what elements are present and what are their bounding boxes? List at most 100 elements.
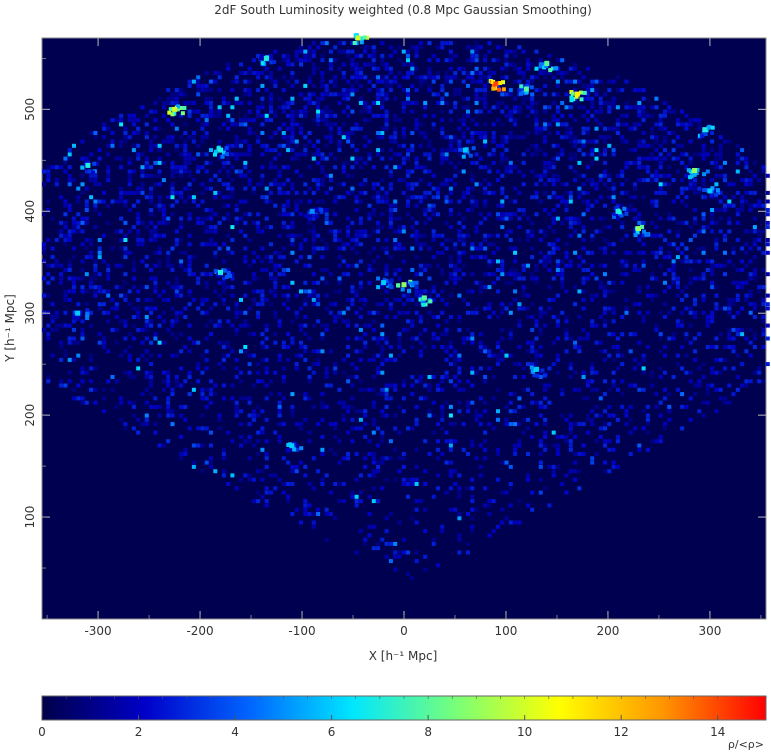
density-pixel [80, 216, 85, 221]
density-pixel [93, 203, 98, 208]
density-pixel [239, 370, 243, 375]
density-pixel [534, 323, 539, 328]
density-pixel [144, 370, 149, 375]
density-pixel [346, 452, 351, 456]
density-pixel [260, 293, 265, 298]
density-pixel [72, 246, 76, 251]
density-pixel [354, 336, 359, 341]
density-pixel [748, 327, 753, 332]
density-pixel [658, 122, 663, 127]
density-pixel [735, 190, 740, 195]
density-pixel [243, 92, 248, 97]
density-pixel [63, 233, 68, 238]
density-pixel [388, 71, 393, 75]
density-pixel [641, 387, 646, 392]
density-pixel [397, 152, 402, 157]
density-pixel [307, 293, 312, 298]
density-pixel [530, 302, 535, 307]
density-pixel [448, 404, 453, 409]
density-pixel [269, 92, 273, 97]
density-pixel [234, 203, 239, 208]
density-pixel [675, 233, 680, 238]
density-pixel [543, 323, 548, 328]
density-pixel [611, 383, 616, 388]
density-pixel [157, 404, 162, 409]
density-pixel [170, 319, 175, 324]
density-pixel [157, 203, 162, 208]
density-pixel [508, 332, 513, 337]
density-pixel [93, 400, 98, 405]
density-pixel [603, 173, 607, 178]
density-pixel [752, 302, 757, 307]
density-pixel [384, 456, 389, 461]
density-pixel [320, 323, 325, 328]
density-pixel [487, 75, 492, 80]
density-pixel [136, 357, 141, 362]
density-pixel [269, 118, 273, 123]
density-pixel [457, 238, 462, 242]
density-pixel [320, 83, 325, 88]
density-pixel [457, 537, 462, 542]
density-pixel [444, 302, 449, 307]
overdensity-pixel [554, 66, 559, 71]
density-pixel [380, 323, 385, 328]
y-tick-label: 500 [23, 98, 37, 121]
density-pixel [191, 272, 196, 277]
density-pixel [718, 135, 723, 140]
density-pixel [221, 182, 226, 187]
density-pixel [140, 186, 145, 191]
density-pixel [457, 357, 462, 362]
overdensity-pixel [360, 36, 365, 41]
density-pixel [294, 293, 299, 298]
density-pixel [714, 195, 719, 200]
density-pixel [701, 212, 706, 217]
density-pixel [170, 92, 175, 97]
density-pixel [350, 83, 355, 88]
density-pixel [414, 122, 419, 127]
density-pixel [234, 486, 239, 491]
density-pixel [393, 387, 398, 392]
density-pixel [735, 387, 740, 392]
density-pixel [256, 225, 261, 230]
density-pixel [457, 353, 462, 358]
density-pixel [448, 345, 453, 349]
density-pixel [89, 357, 94, 362]
density-pixel [221, 259, 226, 264]
density-pixel [500, 75, 505, 80]
density-pixel [765, 238, 770, 242]
density-pixel [324, 512, 329, 516]
density-pixel [367, 268, 372, 272]
density-pixel [149, 268, 154, 272]
density-pixel [264, 366, 269, 371]
density-pixel [397, 550, 402, 555]
density-pixel [320, 332, 325, 337]
density-pixel [564, 122, 569, 127]
density-pixel [731, 366, 736, 371]
density-pixel [478, 285, 483, 290]
density-pixel [735, 297, 740, 302]
density-pixel [693, 190, 697, 195]
density-pixel [97, 285, 102, 290]
density-pixel [461, 272, 466, 277]
density-pixel [140, 242, 145, 247]
density-pixel [376, 469, 381, 474]
density-pixel [380, 62, 385, 67]
density-pixel [440, 332, 445, 337]
density-pixel [63, 383, 68, 388]
density-pixel [286, 143, 291, 148]
density-pixel [568, 263, 573, 268]
density-pixel [538, 413, 543, 418]
density-pixel [196, 143, 201, 148]
density-pixel [273, 430, 278, 435]
density-pixel [388, 456, 393, 461]
density-pixel [474, 199, 479, 204]
density-pixel [363, 75, 368, 80]
density-pixel [478, 443, 483, 448]
density-pixel [517, 276, 522, 281]
density-pixel [299, 340, 303, 345]
density-pixel [487, 182, 492, 187]
density-pixel [174, 353, 179, 358]
density-pixel [393, 447, 398, 452]
density-pixel [384, 250, 389, 255]
overdensity-pixel [501, 80, 505, 85]
